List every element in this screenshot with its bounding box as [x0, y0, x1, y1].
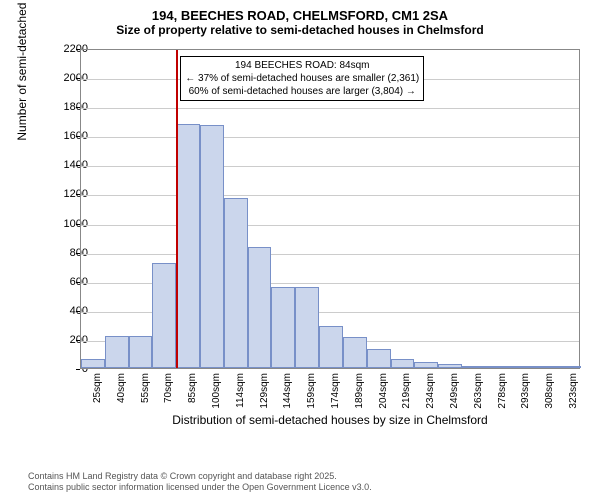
- histogram-bar: [176, 124, 200, 368]
- y-axis-label: Number of semi-detached properties: [15, 0, 29, 141]
- histogram-bar: [152, 263, 176, 368]
- xtick-label: 114sqm: [235, 373, 246, 413]
- histogram-bar: [462, 366, 486, 368]
- gridline: [81, 195, 579, 196]
- histogram-bar: [557, 366, 581, 368]
- xtick-label: 249sqm: [449, 373, 460, 413]
- x-axis-label: Distribution of semi-detached houses by …: [80, 413, 580, 427]
- chart-title: 194, BEECHES ROAD, CHELMSFORD, CM1 2SA: [12, 8, 588, 23]
- gridline: [81, 225, 579, 226]
- gridline: [81, 254, 579, 255]
- histogram-bar: [510, 366, 534, 368]
- xtick-label: 100sqm: [211, 373, 222, 413]
- xtick-label: 204sqm: [378, 373, 389, 413]
- xtick-label: 308sqm: [544, 373, 555, 413]
- xtick-label: 70sqm: [163, 373, 174, 413]
- histogram-bar: [414, 362, 438, 368]
- histogram-bar: [248, 247, 272, 368]
- xtick-label: 144sqm: [282, 373, 293, 413]
- footer: Contains HM Land Registry data © Crown c…: [28, 471, 372, 494]
- annotation-box: 194 BEECHES ROAD: 84sqm ← 37% of semi-de…: [180, 56, 424, 101]
- footer-line2: Contains public sector information licen…: [28, 482, 372, 494]
- property-marker-line: [176, 50, 178, 368]
- xtick-label: 263sqm: [473, 373, 484, 413]
- plot-area: 194 BEECHES ROAD: 84sqm ← 37% of semi-de…: [80, 49, 580, 369]
- xtick-label: 293sqm: [520, 373, 531, 413]
- histogram-bar: [129, 336, 153, 368]
- xtick-label: 189sqm: [354, 373, 365, 413]
- xtick-label: 129sqm: [259, 373, 270, 413]
- ytick: [76, 369, 80, 370]
- xtick-label: 85sqm: [187, 373, 198, 413]
- histogram-bar: [343, 337, 367, 368]
- histogram-bar: [486, 366, 510, 368]
- histogram-bar: [271, 287, 295, 368]
- histogram-bar: [391, 359, 415, 368]
- gridline: [81, 166, 579, 167]
- chart-subtitle: Size of property relative to semi-detach…: [12, 23, 588, 37]
- annotation-line2: ← 37% of semi-detached houses are smalle…: [185, 72, 419, 85]
- xtick-label: 55sqm: [140, 373, 151, 413]
- xtick-label: 278sqm: [497, 373, 508, 413]
- gridline: [81, 108, 579, 109]
- xtick-label: 174sqm: [330, 373, 341, 413]
- histogram-bar: [224, 198, 248, 368]
- gridline: [81, 137, 579, 138]
- xtick-label: 159sqm: [306, 373, 317, 413]
- chart-area: Number of semi-detached properties 02004…: [32, 41, 592, 421]
- histogram-bar: [533, 366, 557, 368]
- xtick-label: 234sqm: [425, 373, 436, 413]
- xtick-label: 40sqm: [116, 373, 127, 413]
- histogram-bar: [319, 326, 343, 368]
- histogram-bar: [295, 287, 319, 368]
- xtick-label: 25sqm: [92, 373, 103, 413]
- histogram-bar: [81, 359, 105, 368]
- annotation-line1: 194 BEECHES ROAD: 84sqm: [185, 59, 419, 72]
- histogram-bar: [200, 125, 224, 368]
- histogram-bar: [438, 364, 462, 368]
- xtick-label: 323sqm: [568, 373, 579, 413]
- annotation-line3: 60% of semi-detached houses are larger (…: [185, 85, 419, 98]
- histogram-bar: [367, 349, 391, 368]
- xtick-label: 219sqm: [401, 373, 412, 413]
- histogram-bar: [105, 336, 129, 368]
- footer-line1: Contains HM Land Registry data © Crown c…: [28, 471, 372, 483]
